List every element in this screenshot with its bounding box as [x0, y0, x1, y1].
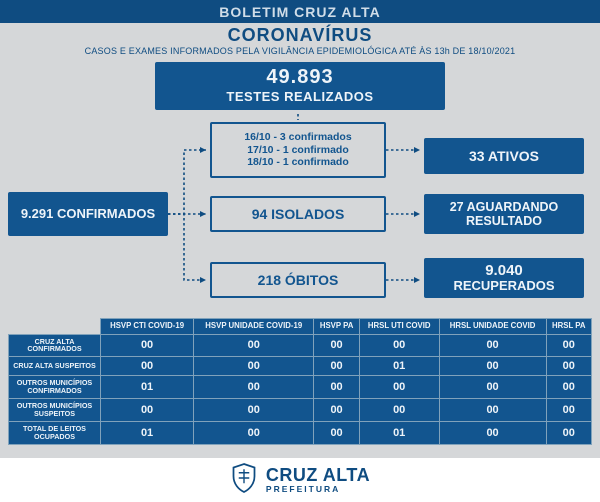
- table-cell: 00: [101, 357, 194, 376]
- footer: CRUZ ALTA PREFEITURA: [0, 458, 600, 502]
- table-cell: 01: [101, 422, 194, 445]
- table-cell: 00: [439, 422, 546, 445]
- header: CORONAVÍRUS CASOS E EXAMES INFORMADOS PE…: [0, 23, 600, 60]
- col-header: HRSL PA: [546, 319, 591, 335]
- col-header: HSVP UNIDADE COVID-19: [194, 319, 314, 335]
- beds-table: HSVP CTI COVID-19 HSVP UNIDADE COVID-19 …: [8, 318, 592, 445]
- row-header: OUTROS MUNICÍPIOS SUSPEITOS: [9, 399, 101, 422]
- table-cell: 00: [314, 399, 359, 422]
- table-cell: 00: [439, 376, 546, 399]
- aguardando-l2: RESULTADO: [424, 214, 584, 228]
- table-row: CRUZ ALTA SUSPEITOS000000010000: [9, 357, 592, 376]
- col-header: HRSL UTI COVID: [359, 319, 439, 335]
- row-header: OUTROS MUNICÍPIOS CONFIRMADOS: [9, 376, 101, 399]
- header-title: CORONAVÍRUS: [8, 25, 592, 46]
- table-cell: 00: [194, 334, 314, 357]
- table-cell: 01: [359, 422, 439, 445]
- table-cell: 00: [314, 357, 359, 376]
- header-subtitle: CASOS E EXAMES INFORMADOS PELA VIGILÂNCI…: [8, 46, 592, 56]
- table-row: OUTROS MUNICÍPIOS CONFIRMADOS01000000000…: [9, 376, 592, 399]
- col-header: HSVP CTI COVID-19: [101, 319, 194, 335]
- table-cell: 00: [439, 399, 546, 422]
- row-header: CRUZ ALTA CONFIRMADOS: [9, 334, 101, 357]
- table-cell: 00: [101, 399, 194, 422]
- recent-row: 18/10 - 1 confirmado: [212, 156, 384, 169]
- isolados-box: 94 ISOLADOS: [210, 196, 386, 232]
- recent-row: 17/10 - 1 confirmado: [212, 144, 384, 157]
- table-cell: 00: [194, 357, 314, 376]
- footer-city: CRUZ ALTA: [266, 467, 370, 484]
- recent-row: 16/10 - 3 confirmados: [212, 131, 384, 144]
- table-cell: 00: [439, 357, 546, 376]
- recuperados-num: 9.040: [424, 262, 584, 279]
- confirmados-box: 9.291 CONFIRMADOS: [8, 192, 168, 236]
- row-header: CRUZ ALTA SUSPEITOS: [9, 357, 101, 376]
- top-bar: BOLETIM CRUZ ALTA: [0, 0, 600, 23]
- recent-confirmed-box: 16/10 - 3 confirmados 17/10 - 1 confirma…: [210, 122, 386, 178]
- beds-table-wrap: HSVP CTI COVID-19 HSVP UNIDADE COVID-19 …: [8, 318, 592, 445]
- table-cell: 00: [359, 399, 439, 422]
- table-cell: 00: [546, 422, 591, 445]
- aguardando-box: 27 AGUARDANDO RESULTADO: [424, 194, 584, 234]
- flow-diagram: 9.291 CONFIRMADOS 16/10 - 3 confirmados …: [0, 114, 600, 314]
- table-cell: 00: [439, 334, 546, 357]
- col-header: HRSL UNIDADE COVID: [439, 319, 546, 335]
- table-cell: 00: [546, 399, 591, 422]
- table-cell: 00: [546, 334, 591, 357]
- tests-value: 49.893: [161, 66, 439, 89]
- ativos-box: 33 ATIVOS: [424, 138, 584, 174]
- footer-pref: PREFEITURA: [266, 485, 370, 493]
- obitos-box: 218 ÓBITOS: [210, 262, 386, 298]
- table-row: OUTROS MUNICÍPIOS SUSPEITOS000000000000: [9, 399, 592, 422]
- table-corner: [9, 319, 101, 335]
- aguardando-l1: 27 AGUARDANDO: [424, 200, 584, 214]
- table-cell: 00: [546, 376, 591, 399]
- table-row: TOTAL DE LEITOS OCUPADOS010000010000: [9, 422, 592, 445]
- table-cell: 00: [194, 399, 314, 422]
- table-cell: 00: [314, 376, 359, 399]
- table-cell: 01: [101, 376, 194, 399]
- recuperados-box: 9.040 RECUPERADOS: [424, 258, 584, 298]
- tests-box: 49.893 TESTES REALIZADOS: [155, 62, 445, 110]
- table-cell: 00: [194, 422, 314, 445]
- col-header: HSVP PA: [314, 319, 359, 335]
- table-cell: 00: [359, 334, 439, 357]
- table-cell: 00: [546, 357, 591, 376]
- table-cell: 00: [314, 334, 359, 357]
- row-header: TOTAL DE LEITOS OCUPADOS: [9, 422, 101, 445]
- recuperados-label: RECUPERADOS: [424, 279, 584, 294]
- table-cell: 00: [359, 376, 439, 399]
- tests-label: TESTES REALIZADOS: [161, 89, 439, 104]
- shield-icon: [230, 462, 258, 499]
- table-cell: 00: [194, 376, 314, 399]
- table-cell: 00: [101, 334, 194, 357]
- table-cell: 00: [314, 422, 359, 445]
- table-row: CRUZ ALTA CONFIRMADOS000000000000: [9, 334, 592, 357]
- table-cell: 01: [359, 357, 439, 376]
